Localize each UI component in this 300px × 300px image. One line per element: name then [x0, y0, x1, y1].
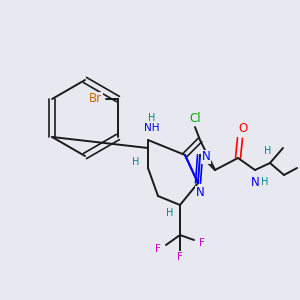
Text: H: H — [148, 113, 156, 123]
Text: H: H — [132, 157, 140, 167]
Text: F: F — [199, 238, 205, 248]
Text: H: H — [166, 208, 174, 218]
Text: N: N — [196, 187, 204, 200]
Text: F: F — [155, 244, 161, 254]
Text: N: N — [202, 151, 210, 164]
Text: Br: Br — [89, 92, 103, 106]
Text: Cl: Cl — [189, 112, 201, 125]
Text: O: O — [238, 122, 247, 134]
Text: H: H — [264, 146, 272, 156]
Text: N: N — [250, 176, 260, 188]
Text: F: F — [177, 252, 183, 262]
Text: H: H — [261, 177, 269, 187]
Text: NH: NH — [144, 123, 160, 133]
